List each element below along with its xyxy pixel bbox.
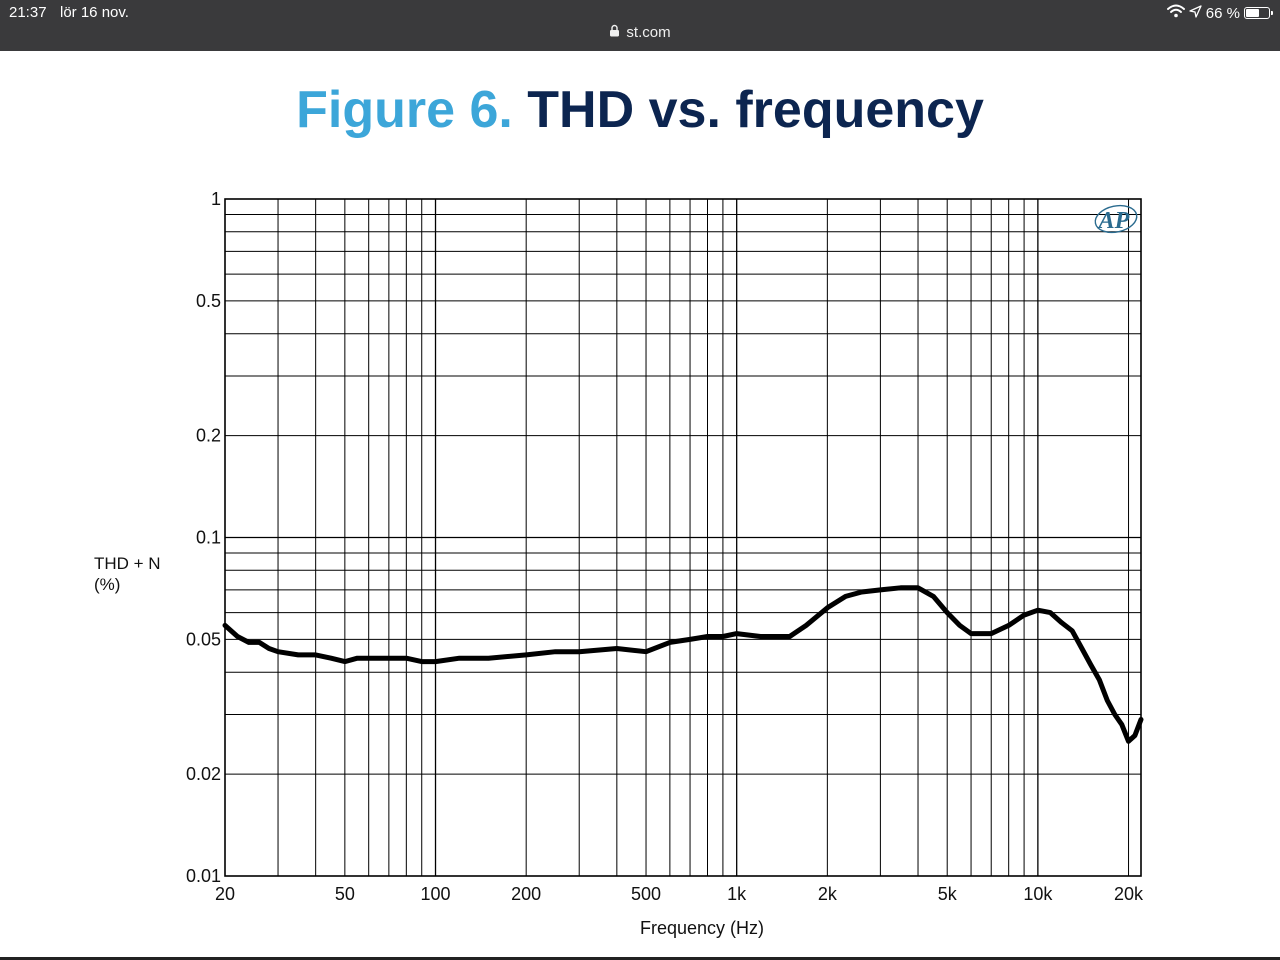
y-tick-label: 0.01: [186, 866, 221, 886]
figure-title-text: THD vs. frequency: [527, 81, 984, 139]
grid-major: [225, 199, 1141, 876]
lock-icon: [609, 24, 620, 41]
y-tick-label: 0.1: [196, 528, 221, 548]
bottom-divider: [0, 957, 1280, 960]
y-axis-label-line1: THD + N: [94, 554, 161, 573]
ap-logo: AP: [1094, 204, 1138, 234]
x-tick-label: 2k: [818, 884, 838, 904]
x-tick-labels: 20 50 100 200 500 1k 2k 5k 10k 20k: [215, 884, 1144, 904]
y-axis-label-line2: (%): [94, 575, 120, 594]
x-tick-label: 1k: [727, 884, 747, 904]
address-bar-url: st.com: [626, 24, 671, 41]
x-tick-label: 200: [511, 884, 541, 904]
battery-level-fill: [1246, 9, 1259, 17]
battery-nub: [1271, 11, 1273, 15]
y-tick-label: 1: [211, 189, 221, 209]
address-bar-inner: st.com: [609, 24, 671, 41]
series-line: [222, 585, 1144, 744]
figure-title: Figure 6. THD vs. frequency: [0, 80, 1280, 140]
plot-frame: [224, 198, 1142, 877]
y-tick-label: 0.02: [186, 764, 221, 784]
y-tick-labels: 0.01 0.02 0.05 0.1 0.2 0.5 1: [186, 189, 221, 886]
x-tick-label: 100: [420, 884, 450, 904]
status-time: 21:37: [9, 4, 47, 21]
status-right-group: 66 %: [1166, 3, 1273, 23]
wifi-icon: [1166, 4, 1185, 22]
x-tick-label: 20: [215, 884, 235, 904]
x-tick-label: 50: [335, 884, 355, 904]
y-tick-label: 0.5: [196, 291, 221, 311]
address-bar[interactable]: st.com: [0, 24, 1280, 41]
ap-logo-text: AP: [1097, 208, 1130, 234]
x-tick-label: 20k: [1114, 884, 1144, 904]
x-tick-label: 10k: [1023, 884, 1053, 904]
figure-label: Figure 6.: [296, 81, 513, 139]
y-tick-label: 0.2: [196, 426, 221, 446]
x-tick-label: 5k: [938, 884, 958, 904]
status-date: lör 16 nov.: [60, 4, 129, 21]
status-bar: 21:37 lör 16 nov. 66 %: [0, 0, 1280, 51]
location-arrow-icon: [1189, 4, 1202, 22]
y-tick-label: 0.05: [186, 629, 221, 649]
battery-icon: [1244, 7, 1273, 19]
series-layer: [222, 585, 1144, 744]
x-axis-label: Frequency (Hz): [640, 918, 764, 938]
x-tick-label: 500: [631, 884, 661, 904]
battery-percentage: 66 %: [1205, 4, 1240, 22]
